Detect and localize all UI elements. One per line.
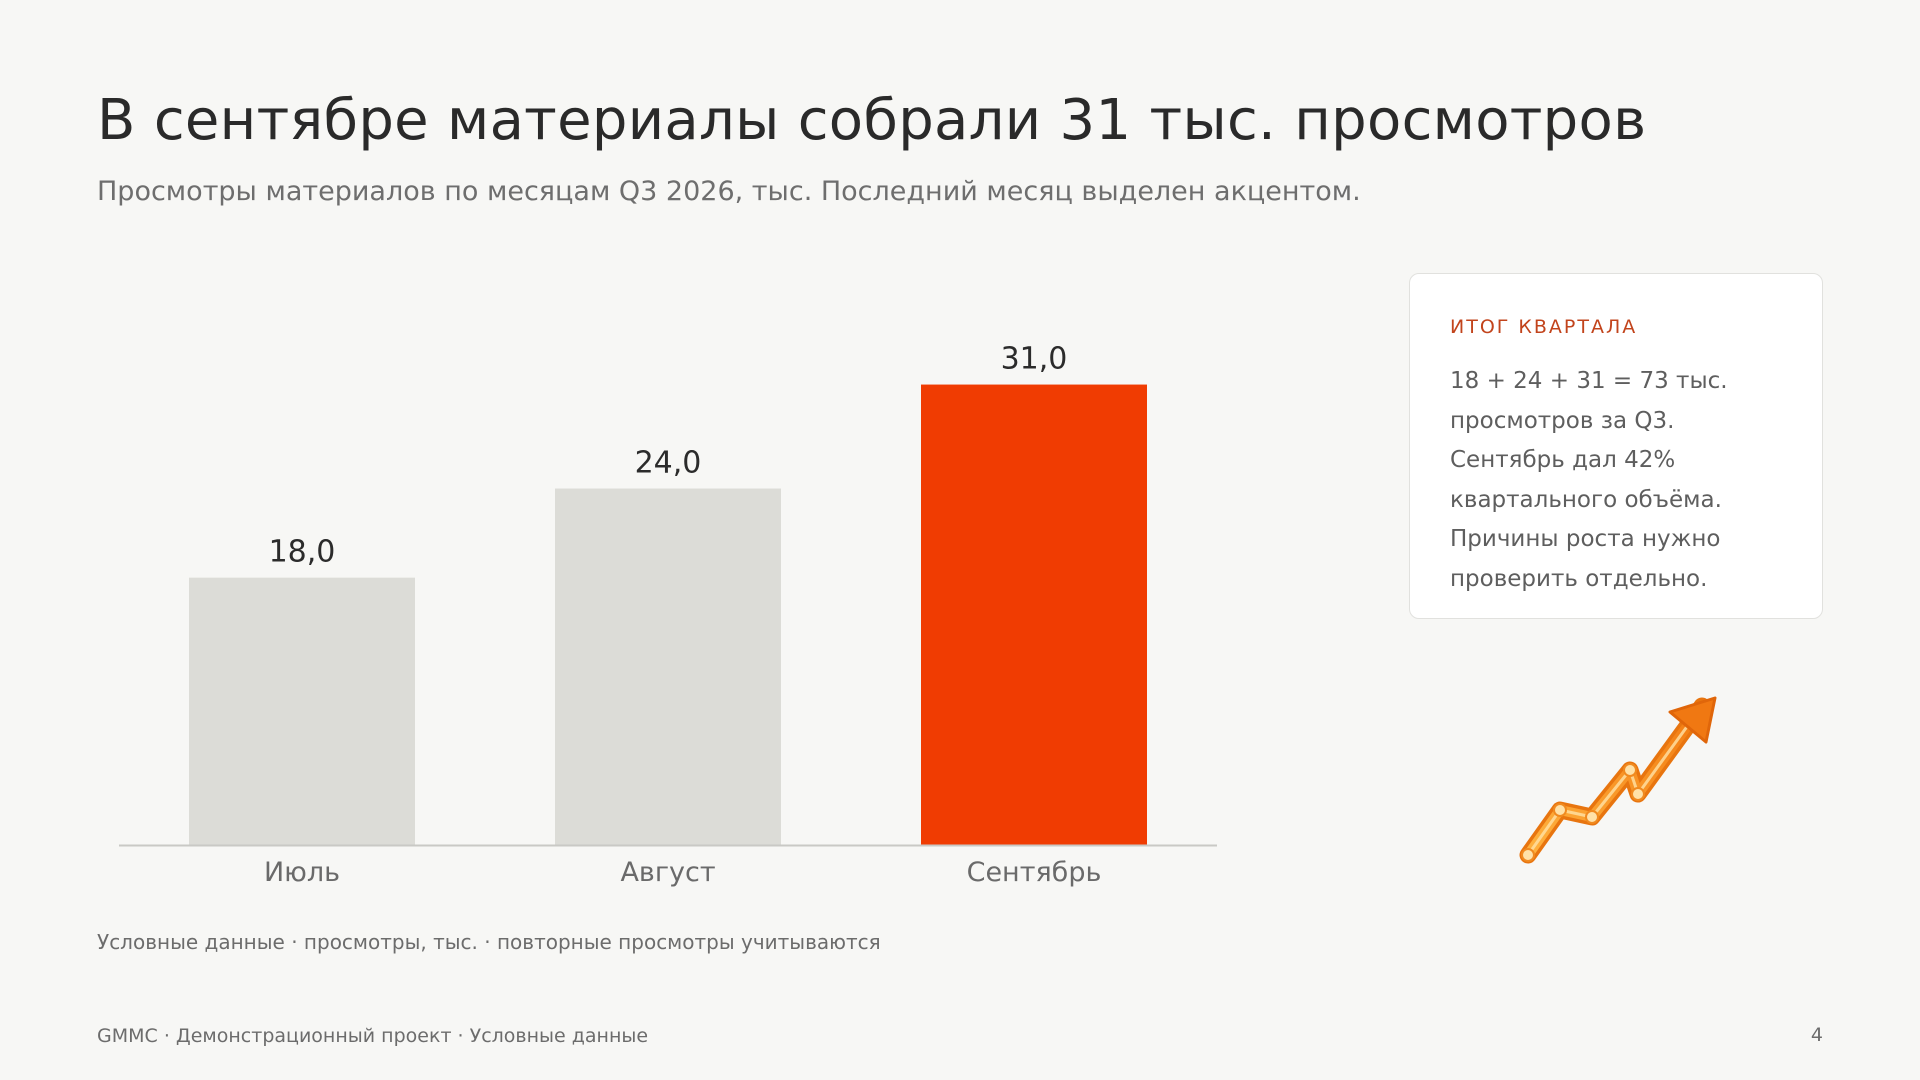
summary-card-text: 18 + 24 + 31 = 73 тыс. просмотров за Q3.… <box>1450 362 1782 599</box>
bar-2 <box>555 488 781 845</box>
summary-card-title: ИТОГ КВАРТАЛА <box>1450 316 1638 338</box>
slide-title: В сентябре материалы собрали 31 тыс. про… <box>97 88 1647 153</box>
page-number: 4 <box>1810 1024 1823 1046</box>
x-tick-label: Сентябрь <box>967 857 1102 888</box>
bar-value-label: 24,0 <box>635 446 702 481</box>
chart-note: Условные данные · просмотры, тыс. · повт… <box>97 930 881 954</box>
bar-value-label: 31,0 <box>1001 342 1068 377</box>
bar-chart: 18,0 Июль 24,0 Август 31,0 Сентябрь <box>119 342 1217 888</box>
x-tick-label: Август <box>620 857 715 888</box>
summary-line: Причины роста нужно <box>1450 526 1721 552</box>
bar-3 <box>921 384 1147 845</box>
summary-line: Сентябрь дал 42% <box>1450 447 1676 473</box>
bar-1 <box>189 577 415 845</box>
summary-line: квартального объёма. <box>1450 486 1722 513</box>
slide-subtitle: Просмотры материалов по месяцам Q3 2026,… <box>97 176 1361 207</box>
summary-line: проверить отдельно. <box>1450 565 1708 592</box>
x-tick-label: Июль <box>264 857 340 888</box>
summary-line: просмотров за Q3. <box>1450 407 1675 434</box>
trend-up-arrow-icon <box>1519 696 1717 864</box>
summary-line: 18 + 24 + 31 = 73 тыс. <box>1450 368 1728 394</box>
footer: GMMC · Демонстрационный проект · Условны… <box>97 1025 649 1047</box>
bar-value-label: 18,0 <box>269 535 336 570</box>
summary-card: ИТОГ КВАРТАЛА 18 + 24 + 31 = 73 тыс. про… <box>1409 273 1823 619</box>
